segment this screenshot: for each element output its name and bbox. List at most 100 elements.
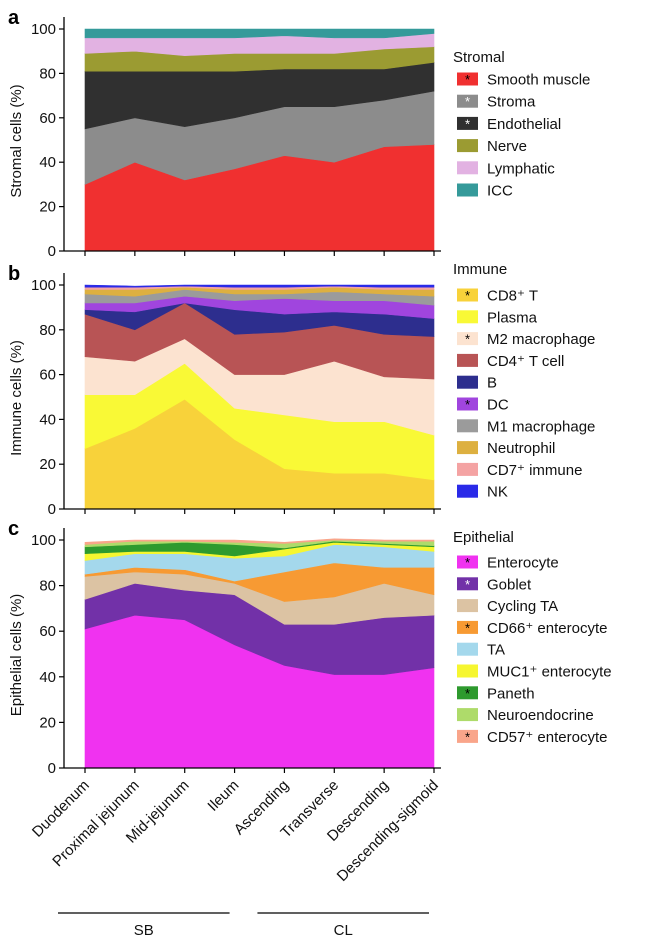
legend-swatch: [457, 161, 478, 175]
legend-swatch: [457, 441, 478, 455]
legend-b: Immune * CD8⁺ T Plasma * M2 macrophage CD4⁺ T …: [453, 261, 595, 501]
y-tick-label: 100: [31, 21, 56, 38]
y-tick-label: 80: [39, 65, 56, 82]
area-b-9: [84, 284, 435, 288]
y-tick-label: 100: [31, 277, 56, 294]
legend-swatch: [457, 484, 478, 498]
legend-swatch: [457, 353, 478, 367]
legend-swatch: [457, 116, 478, 130]
legend-swatch: [457, 332, 478, 346]
legend-label: Plasma: [487, 309, 538, 326]
y-tick-label: 100: [31, 532, 56, 549]
y-tick-label: 20: [39, 199, 56, 216]
legend-star-icon: *: [465, 332, 470, 347]
legend-star-icon: *: [465, 397, 470, 412]
legend-swatch: [457, 72, 478, 86]
y-tick-label: 20: [39, 714, 56, 731]
legend-c: Epithelial * Enterocyte * Goblet Cycling TA * C…: [453, 529, 612, 746]
y-tick-label: 40: [39, 411, 56, 428]
legend-star-icon: *: [465, 116, 470, 131]
legend-swatch: [457, 397, 478, 411]
legend-swatch: [457, 599, 478, 613]
legend-label: Endothelial: [487, 116, 561, 133]
y-tick-label: 80: [39, 322, 56, 339]
panel-c: 0 20 40 60 80 100 c Epithelial cells (%) Epithel…: [8, 518, 612, 939]
panel-b: 0 20 40 60 80 100 b Immune cells (%) Immune * CD8⁺…: [8, 261, 595, 518]
y-tick-label: 60: [39, 367, 56, 384]
panel-letter: c: [8, 518, 19, 540]
legend-label: MUC1⁺ enterocyte: [487, 664, 612, 681]
y-tick-label: 60: [39, 623, 56, 640]
legend-label: CD57⁺ enterocyte: [487, 729, 607, 746]
legend-star-icon: *: [465, 686, 470, 701]
y-tick-label: 0: [48, 243, 56, 260]
legend-swatch: [457, 664, 478, 678]
legend-star-icon: *: [465, 72, 470, 87]
legend-label: M2 macrophage: [487, 331, 595, 348]
legend-label: TA: [487, 642, 505, 659]
legend-label: ICC: [487, 183, 513, 200]
region-label: SB: [134, 922, 154, 939]
area-c-8: [84, 538, 435, 545]
legend-label: Paneth: [487, 685, 535, 702]
legend-label: CD66⁺ enterocyte: [487, 620, 607, 637]
legend-star-icon: *: [465, 577, 470, 592]
legend-label: M1 macrophage: [487, 418, 595, 435]
legend-label: Lymphatic: [487, 160, 555, 177]
legend-swatch: [457, 419, 478, 433]
y-axis-label: Stromal cells (%): [8, 84, 25, 197]
legend-label: Cycling TA: [487, 598, 558, 615]
legend-swatch: [457, 642, 478, 656]
y-tick-label: 0: [48, 501, 56, 518]
legend-swatch: [457, 375, 478, 389]
area-a-5: [84, 28, 435, 39]
x-tick-label: Proximal jejunum: [49, 777, 142, 870]
legend-label: Nerve: [487, 138, 527, 155]
legend-swatch: [457, 686, 478, 700]
y-tick-label: 40: [39, 669, 56, 686]
legend-swatch: [457, 620, 478, 634]
x-tick-label: Ileum: [204, 777, 242, 815]
legend-title: Stromal: [453, 49, 505, 66]
legend-label: CD4⁺ T cell: [487, 353, 564, 370]
legend-label: Neuroendocrine: [487, 707, 594, 724]
legend-star-icon: *: [465, 288, 470, 303]
legend-label: CD7⁺ immune: [487, 462, 582, 479]
legend-star-icon: *: [465, 729, 470, 744]
legend-label: Enterocyte: [487, 555, 559, 572]
legend-swatch: [457, 183, 478, 197]
legend-a: Stromal * Smooth muscle * Stroma * Endothelial…: [453, 49, 590, 200]
legend-swatch: [457, 729, 478, 743]
panel-letter: b: [8, 263, 20, 285]
region-label: CL: [334, 922, 353, 939]
legend-label: DC: [487, 397, 509, 414]
y-tick-label: 60: [39, 110, 56, 127]
legend-swatch: [457, 555, 478, 569]
legend-label: Neutrophil: [487, 440, 555, 457]
legend-swatch: [457, 94, 478, 108]
y-tick-label: 20: [39, 456, 56, 473]
legend-title: Epithelial: [453, 529, 514, 546]
legend-swatch: [457, 288, 478, 302]
legend-swatch: [457, 462, 478, 476]
legend-star-icon: *: [465, 94, 470, 109]
legend-label: NK: [487, 484, 508, 501]
legend-star-icon: *: [465, 620, 470, 635]
legend-swatch: [457, 577, 478, 591]
legend-label: B: [487, 375, 497, 392]
legend-label: Stroma: [487, 94, 536, 111]
panel-letter: a: [8, 7, 20, 29]
legend-label: Smooth muscle: [487, 72, 590, 89]
legend-swatch: [457, 310, 478, 324]
legend-star-icon: *: [465, 555, 470, 570]
y-tick-label: 0: [48, 760, 56, 777]
legend-swatch: [457, 708, 478, 722]
legend-label: CD8⁺ T: [487, 288, 538, 305]
legend-label: Goblet: [487, 576, 532, 593]
y-axis-label: Epithelial cells (%): [8, 594, 25, 717]
y-axis-label: Immune cells (%): [8, 340, 25, 456]
panel-a: 0 20 40 60 80 100 a Stromal cells (%) Stromal * Sm…: [8, 7, 590, 260]
legend-title: Immune: [453, 261, 507, 278]
y-tick-label: 80: [39, 578, 56, 595]
